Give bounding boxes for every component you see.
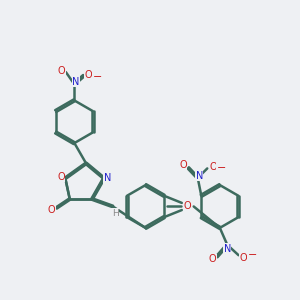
Text: H: H bbox=[112, 208, 119, 217]
Text: N: N bbox=[224, 244, 231, 254]
Text: −: − bbox=[248, 250, 257, 260]
Text: N: N bbox=[196, 171, 203, 181]
Text: O: O bbox=[85, 70, 92, 80]
Text: O: O bbox=[183, 202, 191, 212]
Text: N: N bbox=[104, 173, 111, 183]
Text: −: − bbox=[93, 72, 102, 82]
Text: O: O bbox=[179, 160, 187, 170]
Text: N: N bbox=[72, 76, 80, 87]
Text: O: O bbox=[47, 205, 55, 215]
Text: O: O bbox=[58, 66, 65, 76]
Text: −: − bbox=[217, 164, 226, 173]
Text: O: O bbox=[57, 172, 64, 182]
Text: O: O bbox=[208, 254, 216, 264]
Text: O: O bbox=[240, 253, 248, 262]
Text: O: O bbox=[209, 162, 217, 172]
